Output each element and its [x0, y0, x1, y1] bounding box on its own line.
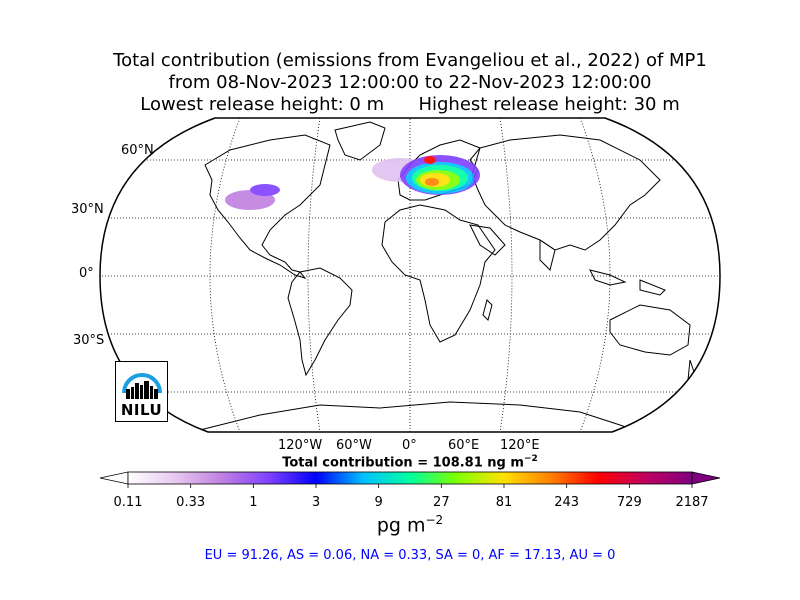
title-line-3: Lowest release height: 0 m Highest relea… — [140, 94, 680, 115]
colorbar-tick-label: 729 — [616, 495, 642, 510]
emission-plume — [225, 155, 480, 210]
lon-label-0: 0° — [402, 438, 417, 453]
lat-label-30n: 30°N — [71, 202, 104, 217]
lon-label-120w: 120°W — [278, 438, 323, 453]
colorbar-tick-label: 9 — [374, 495, 383, 510]
region-totals: EU = 91.26, AS = 0.06, NA = 0.33, SA = 0… — [204, 548, 616, 563]
title-line-2: from 08-Nov-2023 12:00:00 to 22-Nov-2023… — [168, 72, 652, 93]
total-contribution: Total contribution = 108.81 ng m−2 — [282, 454, 538, 471]
lon-label-60e: 60°E — [448, 438, 480, 453]
colorbar-gradient — [128, 472, 692, 484]
colorbar-tick-label: 2187 — [675, 495, 709, 510]
colorbar-unit: pg m−2 — [376, 513, 444, 537]
lon-label-60w: 60°W — [336, 438, 372, 453]
colorbar-tick-label: 3 — [311, 495, 321, 510]
colorbar-tick-label: 27 — [433, 495, 450, 510]
nilu-logo: NILU — [115, 361, 168, 422]
title-line-1: Total contribution (emissions from Evang… — [113, 50, 707, 71]
lat-label-30s: 30°S — [73, 333, 105, 348]
colorbar-tick-label: 1 — [249, 495, 258, 510]
lon-label-120e: 120°E — [500, 438, 540, 453]
colorbar-tick-label: 81 — [495, 495, 513, 510]
colorbar — [99, 471, 721, 488]
coastlines — [199, 121, 696, 432]
lat-label-0: 0° — [79, 266, 94, 281]
colorbar-tick-label: 0.11 — [113, 495, 143, 510]
colorbar-tick-label: 243 — [554, 495, 580, 510]
nilu-logo-text: NILU — [120, 401, 163, 419]
nilu-logo-icon — [122, 373, 162, 399]
lat-label-60n: 60°N — [121, 143, 154, 158]
colorbar-tick-label: 0.33 — [176, 495, 206, 510]
